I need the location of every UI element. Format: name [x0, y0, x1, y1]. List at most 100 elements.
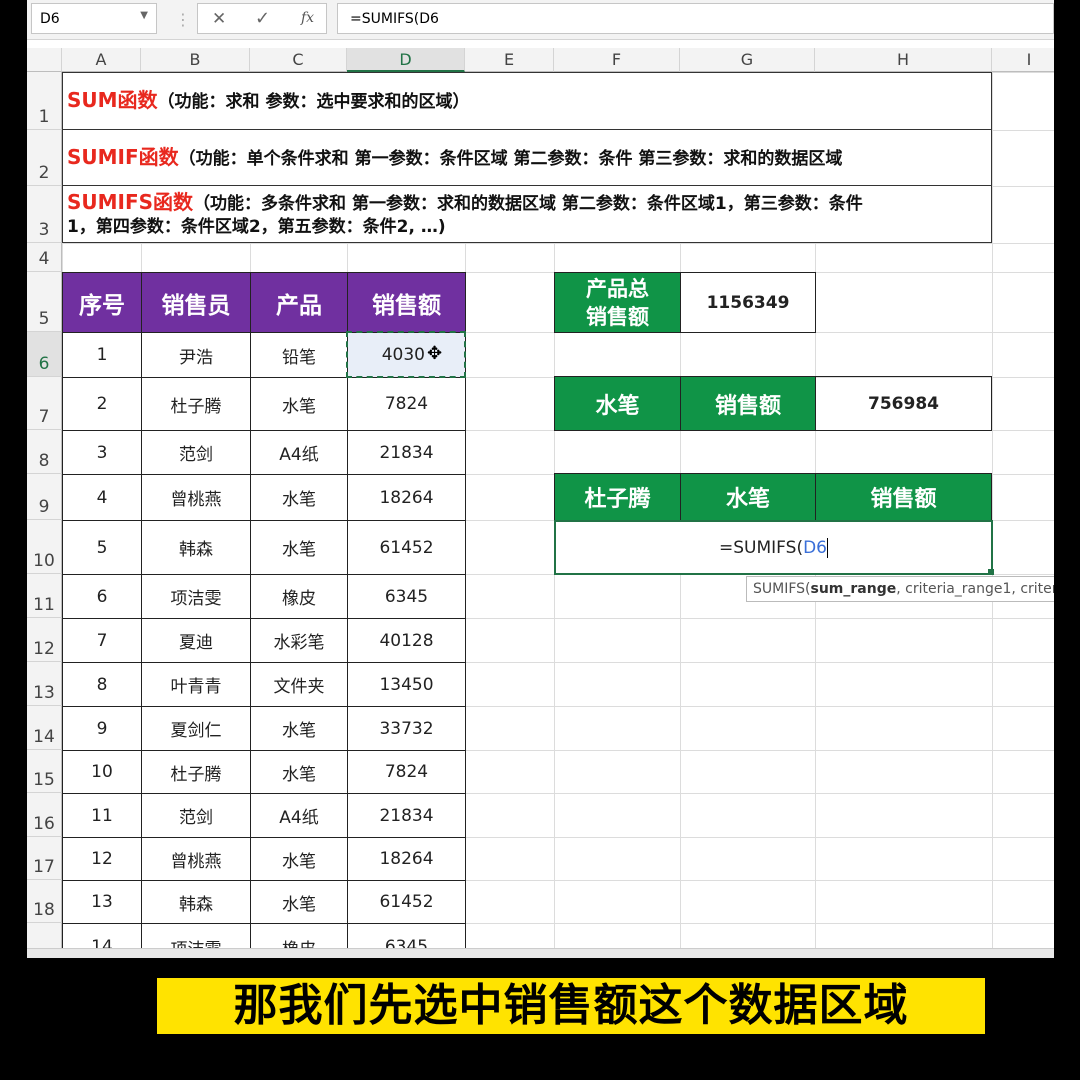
table-cell[interactable]: 铅笔 [250, 332, 348, 378]
table-cell[interactable]: 6345 [347, 574, 466, 619]
table-cell[interactable]: 4 [62, 474, 142, 521]
column-header-d[interactable]: D [347, 48, 465, 72]
column-header-h[interactable]: H [815, 48, 992, 72]
table-cell[interactable]: 杜子腾 [141, 750, 251, 794]
tooltip-current-arg[interactable]: sum_range [810, 581, 897, 597]
note-sumifs[interactable]: SUMIFS函数（功能：多条件求和 第一参数：求和的数据区域 第二参数：条件区域… [62, 185, 992, 243]
enter-icon[interactable]: ✓ [255, 8, 271, 29]
table-cell[interactable]: 夏迪 [141, 618, 251, 663]
table-cell[interactable]: 18264 [347, 837, 466, 881]
table-cell[interactable]: 4030 [347, 332, 466, 378]
table-cell[interactable]: 8 [62, 662, 142, 707]
row-header-13[interactable]: 13 [27, 662, 62, 706]
table-cell[interactable]: 18264 [347, 474, 466, 521]
table-cell[interactable]: 叶青青 [141, 662, 251, 707]
pen-sales-value[interactable]: 756984 [815, 376, 992, 431]
criteria-header-sales[interactable]: 销售额 [815, 473, 992, 521]
table-cell[interactable]: 10 [62, 750, 142, 794]
fill-handle[interactable] [988, 569, 994, 575]
row-header-9[interactable]: 9 [27, 474, 62, 520]
select-all-corner[interactable] [27, 48, 62, 72]
table-cell[interactable]: 范剑 [141, 793, 251, 838]
table-cell[interactable]: 曾桃燕 [141, 474, 251, 521]
table-cell[interactable]: 水笔 [250, 750, 348, 794]
table-cell[interactable]: 水笔 [250, 706, 348, 751]
table-cell[interactable]: 范剑 [141, 430, 251, 475]
table-cell[interactable]: 13 [62, 880, 142, 924]
table-cell[interactable]: 3 [62, 430, 142, 475]
table-cell[interactable]: 2 [62, 377, 142, 431]
table-cell[interactable]: 尹浩 [141, 332, 251, 378]
row-header-7[interactable]: 7 [27, 377, 62, 430]
table-cell[interactable]: A4纸 [250, 793, 348, 838]
formula-input[interactable]: =SUMIFS(D6 [337, 3, 1054, 34]
row-header-5[interactable]: 5 [27, 272, 62, 332]
row-header-3[interactable]: 3 [27, 186, 62, 243]
table-cell[interactable]: 水笔 [250, 880, 348, 924]
column-header-a[interactable]: A [62, 48, 141, 72]
table-cell[interactable]: 11 [62, 793, 142, 838]
table-cell[interactable]: 7824 [347, 377, 466, 431]
table-header[interactable]: 销售员 [141, 272, 251, 333]
row-header-18[interactable]: 18 [27, 880, 62, 923]
criteria-header-product[interactable]: 水笔 [680, 473, 816, 521]
cancel-icon[interactable]: ✕ [212, 9, 227, 29]
table-cell[interactable]: 61452 [347, 880, 466, 924]
table-cell[interactable]: 7 [62, 618, 142, 663]
row-header-10[interactable]: 10 [27, 520, 62, 574]
note-sumif[interactable]: SUMIF函数（功能：单个条件求和 第一参数：条件区域 第二参数：条件 第三参数… [62, 129, 992, 186]
total-sales-label[interactable]: 产品总 销售额 [554, 272, 681, 333]
row-header-15[interactable]: 15 [27, 750, 62, 793]
table-cell[interactable]: 21834 [347, 793, 466, 838]
row-header-2[interactable]: 2 [27, 130, 62, 186]
column-header-g[interactable]: G [680, 48, 815, 72]
table-cell[interactable]: 1 [62, 332, 142, 378]
column-header-e[interactable]: E [465, 48, 554, 72]
table-cell[interactable]: 水彩笔 [250, 618, 348, 663]
table-cell[interactable]: 12 [62, 837, 142, 881]
name-box[interactable]: D6 ▼ [31, 3, 157, 34]
column-header-c[interactable]: C [250, 48, 347, 72]
row-header-12[interactable]: 12 [27, 618, 62, 662]
table-cell[interactable]: 40128 [347, 618, 466, 663]
table-cell[interactable]: 项洁雯 [141, 574, 251, 619]
pen-sales-label[interactable]: 销售额 [680, 376, 816, 431]
table-cell[interactable]: 水笔 [250, 474, 348, 521]
formula-edit-cell[interactable]: =SUMIFS(D6 [554, 520, 993, 575]
table-cell[interactable]: 文件夹 [250, 662, 348, 707]
column-header-i[interactable]: I [992, 48, 1054, 72]
table-cell[interactable]: 21834 [347, 430, 466, 475]
table-cell[interactable]: 夏剑仁 [141, 706, 251, 751]
column-header-b[interactable]: B [141, 48, 250, 72]
criteria-header-seller[interactable]: 杜子腾 [554, 473, 681, 521]
total-sales-value[interactable]: 1156349 [680, 272, 816, 333]
column-header-f[interactable]: F [554, 48, 680, 72]
drag-handle-icon[interactable]: ⋮ [175, 10, 191, 29]
table-cell[interactable]: 橡皮 [250, 574, 348, 619]
table-cell[interactable]: 33732 [347, 706, 466, 751]
pen-label[interactable]: 水笔 [554, 376, 681, 431]
table-cell[interactable]: 61452 [347, 520, 466, 575]
table-cell[interactable]: 水笔 [250, 837, 348, 881]
table-cell[interactable]: 韩森 [141, 520, 251, 575]
row-header-1[interactable]: 1 [27, 72, 62, 130]
fx-icon[interactable]: fx [301, 10, 315, 26]
row-header-8[interactable]: 8 [27, 430, 62, 474]
table-cell[interactable]: 韩森 [141, 880, 251, 924]
sheet-tabs-bar[interactable] [27, 948, 1054, 958]
table-header[interactable]: 产品 [250, 272, 348, 333]
table-cell[interactable]: 6 [62, 574, 142, 619]
table-cell[interactable]: 7824 [347, 750, 466, 794]
tooltip-args[interactable]: , criteria_range1, criteria_ [896, 581, 1054, 597]
table-cell[interactable]: 水笔 [250, 520, 348, 575]
row-header-6[interactable]: 6 [27, 332, 62, 377]
note-sum[interactable]: SUM函数（功能：求和 参数：选中要求和的区域） [62, 72, 992, 130]
row-header-14[interactable]: 14 [27, 706, 62, 750]
table-header[interactable]: 销售额 [347, 272, 466, 333]
row-header-4[interactable]: 4 [27, 243, 62, 272]
table-cell[interactable]: 水笔 [250, 377, 348, 431]
table-cell[interactable]: 曾桃燕 [141, 837, 251, 881]
row-header-17[interactable]: 17 [27, 837, 62, 880]
table-cell[interactable]: 13450 [347, 662, 466, 707]
